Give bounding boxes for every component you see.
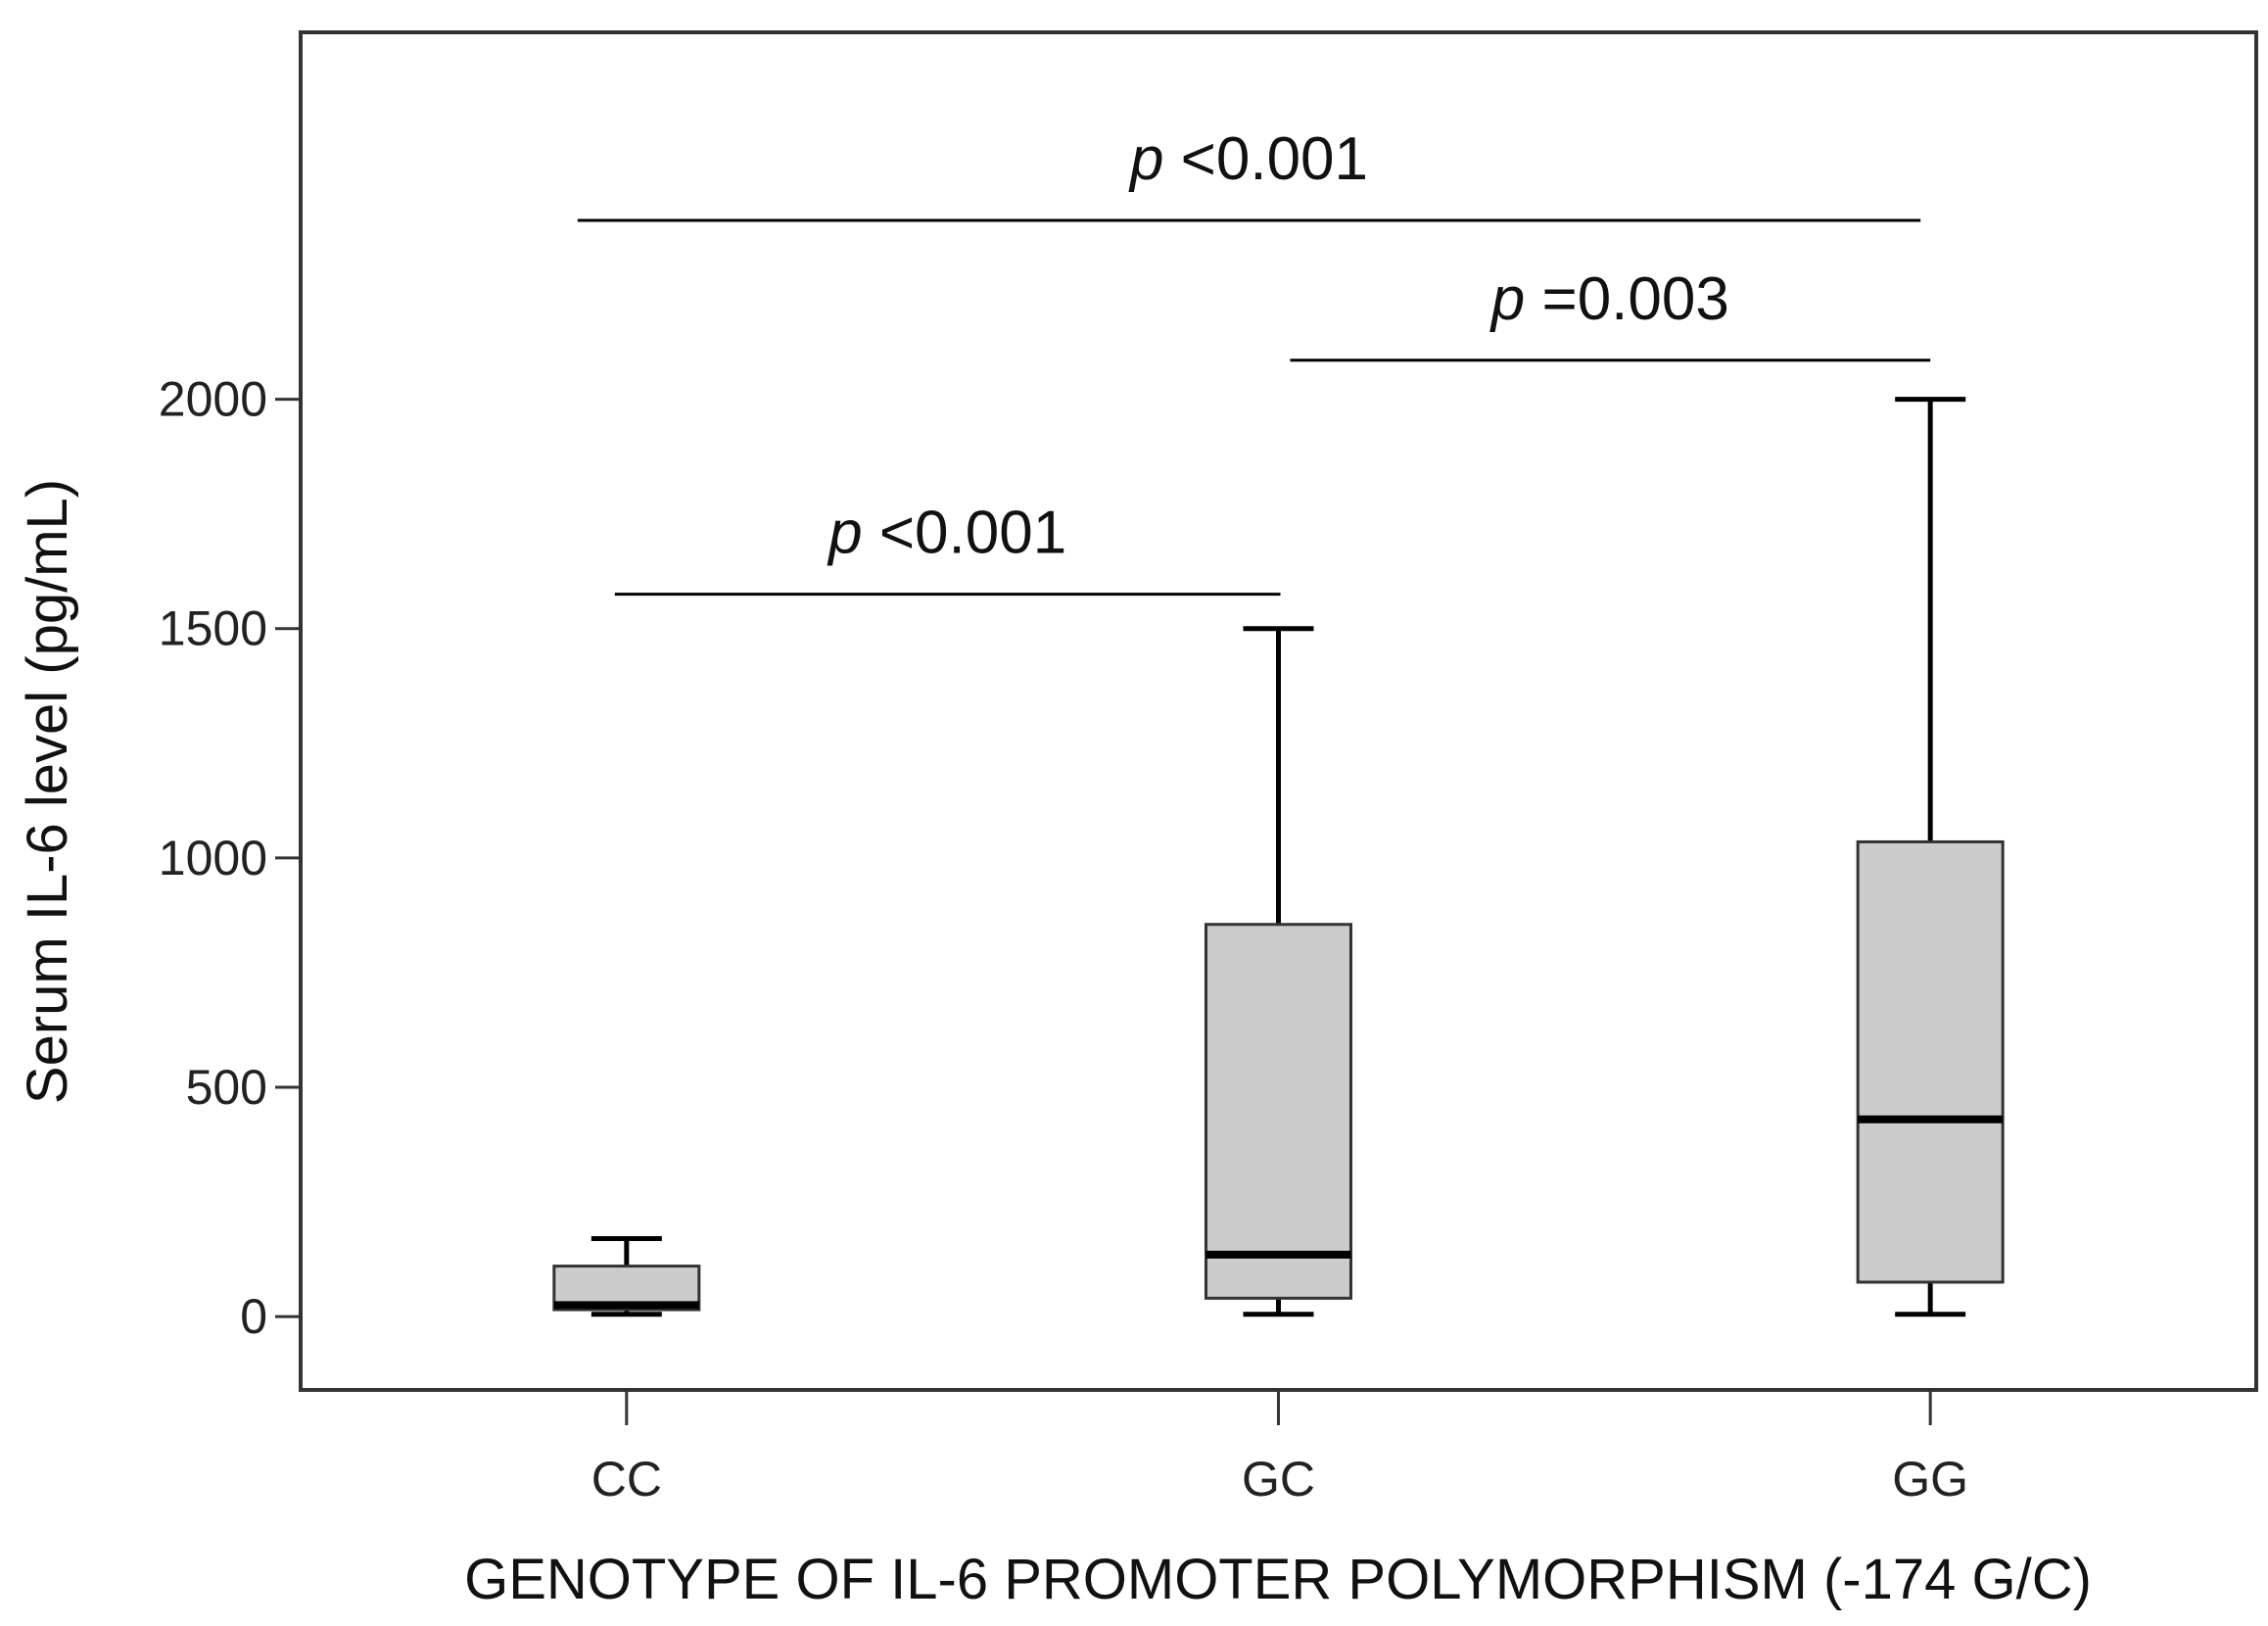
x-axis: CC GC GG [591, 1390, 1968, 1506]
y-tick-label-0: 0 [240, 1289, 267, 1344]
sig-cc-gc-label: p <0.001 [827, 500, 1066, 567]
sig-cc-gg-p-symbol: p [1128, 125, 1163, 193]
sig-cc-gg-p-value: <0.001 [1163, 125, 1368, 193]
sig-gc-gg-p-symbol: p [1489, 265, 1525, 333]
x-axis-title: GENOTYPE OF IL-6 PROMOTER POLYMORPHISM (… [464, 1548, 2092, 1611]
box-gg [1856, 397, 2005, 1317]
iqr-box-gc [1205, 923, 1352, 1300]
x-tick-label-cc: CC [591, 1452, 662, 1506]
x-tick-label-gc: GC [1242, 1452, 1315, 1506]
iqr-box-gg [1856, 839, 2005, 1284]
y-tick-label-500: 500 [186, 1060, 267, 1115]
box-gc [1205, 626, 1352, 1317]
boxes [552, 397, 2005, 1317]
sig-gc-gg-label: p =0.003 [1489, 265, 1729, 333]
box-cc [552, 1235, 701, 1317]
y-tick-label-1000: 1000 [159, 831, 267, 885]
y-axis: 0 500 1000 1500 2000 [159, 372, 301, 1344]
y-tick-label-2000: 2000 [159, 372, 267, 427]
x-tick-label-gg: GG [1892, 1452, 1968, 1506]
y-tick-label-1500: 1500 [159, 601, 267, 656]
sig-cc-gc-p-symbol: p [827, 500, 862, 567]
sig-cc-gc-p-value: <0.001 [863, 500, 1067, 567]
y-axis-title: Serum IL-6 level (pg/mL) [16, 479, 79, 1104]
sig-gc-gg-p-value: =0.003 [1525, 265, 1729, 333]
sig-cc-gg-label: p <0.001 [1128, 125, 1368, 193]
